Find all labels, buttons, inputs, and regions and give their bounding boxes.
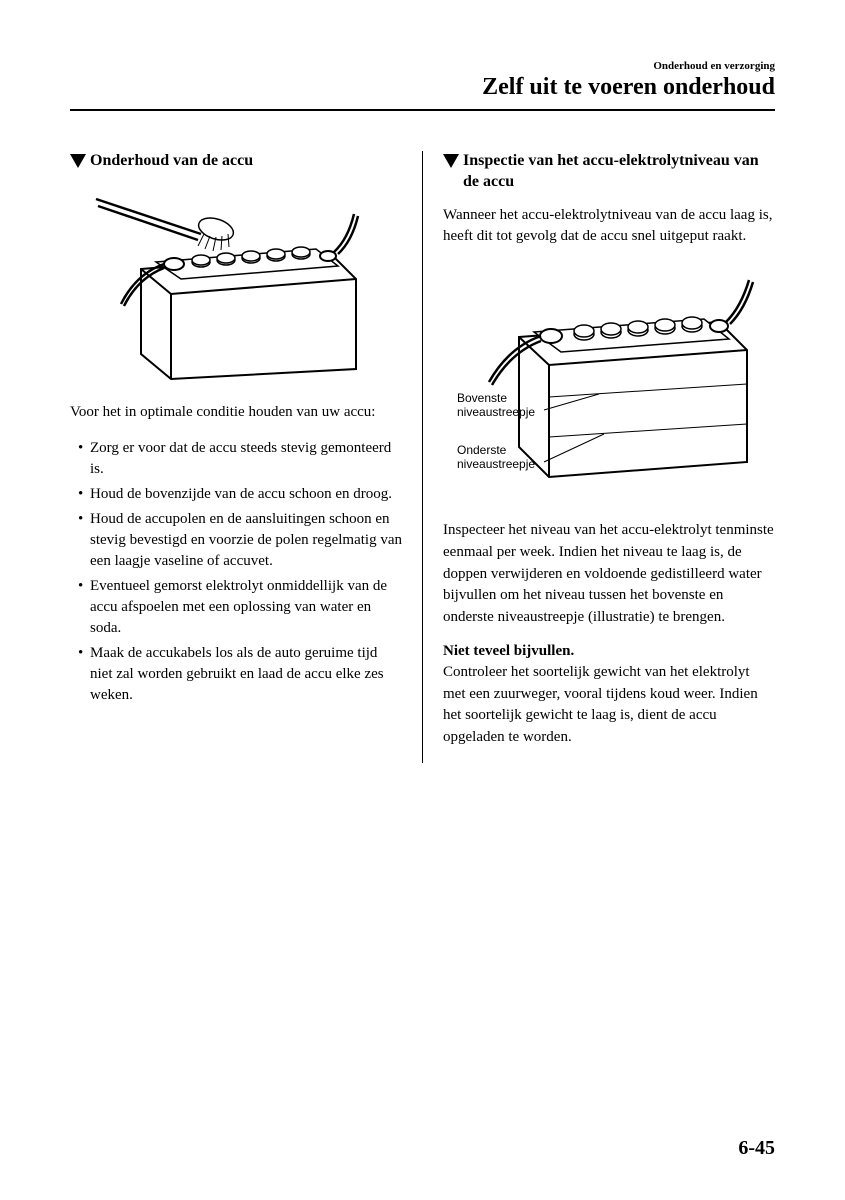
content-columns: Onderhoud van de accu <box>70 151 775 763</box>
upper-level-label-line2: niveaustreepje <box>457 405 535 419</box>
triangle-icon <box>443 154 459 168</box>
right-column: Inspectie van het accu-elektrolytniveau … <box>423 151 775 763</box>
list-item: Houd de accupolen en de aansluitingen sc… <box>78 509 402 572</box>
page-header: Onderhoud en verzorging Zelf uit te voer… <box>70 60 775 101</box>
lower-level-label-line1: Onderste <box>457 443 507 457</box>
left-heading-text: Onderhoud van de accu <box>90 151 253 172</box>
right-section-heading: Inspectie van het accu-elektrolytniveau … <box>443 151 775 193</box>
page-number: 6-45 <box>738 1137 775 1160</box>
list-item: Maak de accukabels los als de auto gerui… <box>78 643 402 706</box>
right-para-3: Controleer het soortelijk gewicht van he… <box>443 662 775 749</box>
battery-brush-illustration <box>86 184 386 384</box>
list-item: Eventueel gemorst elektrolyt onmiddellij… <box>78 576 402 639</box>
right-para-1: Wanneer het accu-elektrolytniveau van de… <box>443 205 775 249</box>
lower-level-label-line2: niveaustreepje <box>457 457 535 471</box>
left-bullet-list: Zorg er voor dat de accu steeds stevig g… <box>70 438 402 706</box>
triangle-icon <box>70 154 86 168</box>
list-item: Houd de bovenzijde van de accu schoon en… <box>78 484 402 505</box>
left-intro-text: Voor het in optimale conditie houden van… <box>70 402 402 424</box>
header-divider <box>70 109 775 111</box>
upper-level-label-line1: Bovenste <box>457 391 507 405</box>
left-column: Onderhoud van de accu <box>70 151 423 763</box>
right-para-2: Inspecteer het niveau van het accu-elekt… <box>443 520 775 629</box>
list-item: Zorg er voor dat de accu steeds stevig g… <box>78 438 402 480</box>
header-category: Onderhoud en verzorging <box>70 60 775 72</box>
left-section-heading: Onderhoud van de accu <box>70 151 402 172</box>
right-bold-text: Niet teveel bijvullen. <box>443 643 775 660</box>
right-heading-text: Inspectie van het accu-elektrolytniveau … <box>463 151 775 193</box>
header-title: Zelf uit te voeren onderhoud <box>70 74 775 101</box>
battery-level-illustration: Bovenste niveaustreepje Onderste niveaus… <box>449 262 769 502</box>
